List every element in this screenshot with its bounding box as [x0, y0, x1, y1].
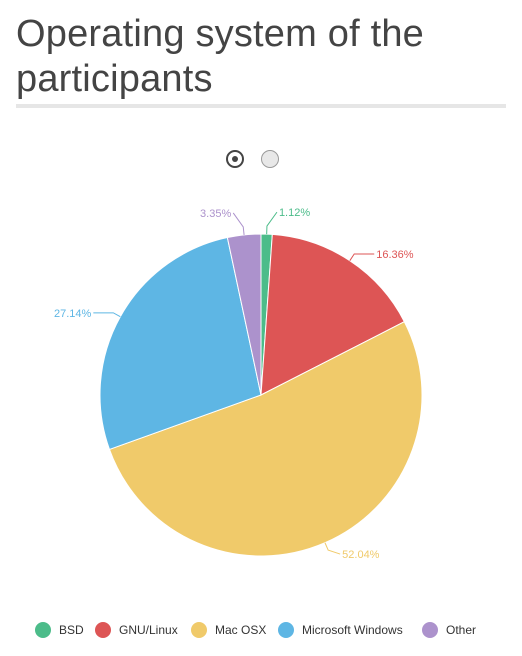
label-connector-gnu-linux	[349, 253, 375, 261]
data-label-microsoft-windows: 27.14%	[54, 308, 92, 320]
data-label-other: 3.35%	[200, 208, 231, 220]
legend-label-other: Other	[446, 623, 477, 637]
legend-swatch-microsoft-windows	[278, 622, 294, 638]
pie-slice-microsoft-windows[interactable]	[99, 236, 262, 451]
label-connector-bsd	[266, 211, 278, 235]
label-connector-other	[232, 212, 245, 235]
data-label-mac-osx: 52.04%	[342, 549, 380, 561]
chart-pager	[0, 150, 522, 170]
legend-swatch-bsd	[35, 622, 51, 638]
pie-slice-gnu-linux[interactable]	[260, 233, 406, 396]
pie-chart: 1.12% 16.36% 52.04% 27.14% 3.35%	[54, 207, 423, 561]
label-connector-mac-osx	[324, 542, 341, 555]
legend-label-mac-osx: Mac OSX	[215, 623, 267, 637]
title-divider	[16, 104, 506, 108]
legend-label-microsoft-windows: Microsoft Windows	[302, 623, 403, 637]
legend-label-bsd: BSD	[59, 623, 84, 637]
pie-slice-other[interactable]	[226, 233, 262, 396]
chart-legend: BSD GNU/Linux Mac OSX Microsoft Windows Othe…	[0, 620, 522, 640]
label-connector-microsoft-windows	[93, 312, 121, 318]
data-label-bsd: 1.12%	[279, 207, 310, 219]
legend-swatch-gnu-linux	[95, 622, 111, 638]
page-title: Operating system of the participants	[16, 13, 425, 100]
pager-dot-2[interactable]	[261, 150, 279, 168]
legend-swatch-mac-osx	[191, 622, 207, 638]
pager-dot-1[interactable]	[226, 150, 244, 168]
data-label-gnu-linux: 16.36%	[376, 249, 414, 261]
legend-label-gnu-linux: GNU/Linux	[119, 623, 178, 637]
legend-swatch-other	[422, 622, 438, 638]
